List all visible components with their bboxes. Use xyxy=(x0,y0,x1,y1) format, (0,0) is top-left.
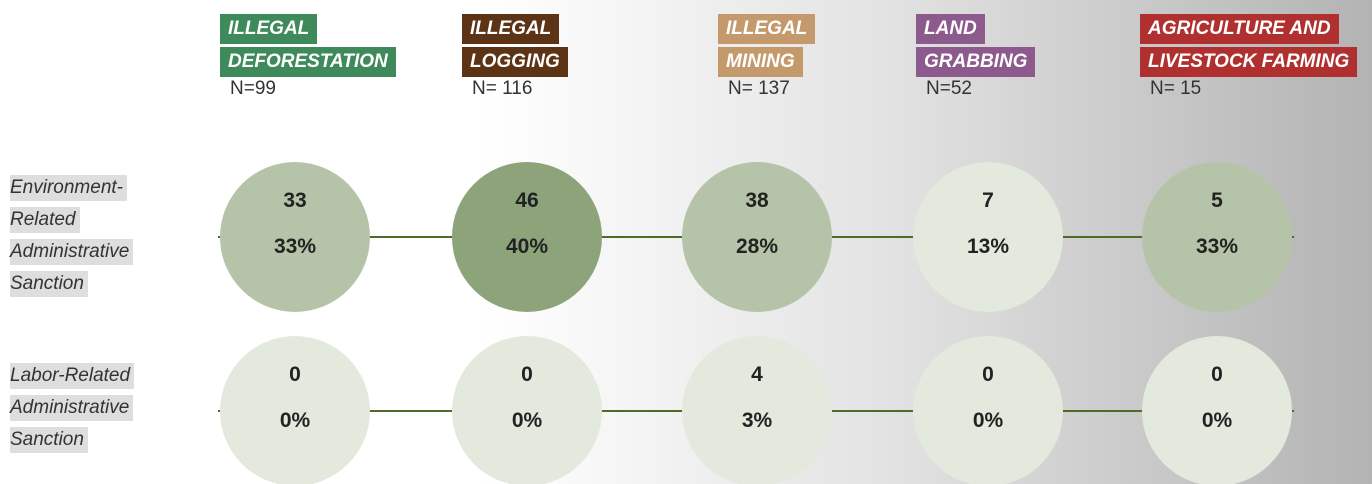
row-label: Administrative xyxy=(10,239,134,265)
cell-circle xyxy=(682,162,832,312)
cell-circle xyxy=(1142,336,1292,484)
cell-percent: 28% xyxy=(735,235,779,258)
cell-count: 5 xyxy=(1211,189,1223,212)
column-label: AGRICULTURE AND xyxy=(1140,14,1339,44)
column-n: N= 116 xyxy=(472,78,533,99)
cell-circle xyxy=(913,162,1063,312)
row-label: Administrative xyxy=(10,395,134,421)
cell-count: 0 xyxy=(521,363,533,386)
column-label: LOGGING xyxy=(462,47,568,77)
row-label: Environment- xyxy=(10,175,127,201)
cell-count: 4 xyxy=(751,363,763,386)
cell-percent: 33% xyxy=(1195,235,1239,258)
cell-circle xyxy=(220,162,370,312)
column-n: N=52 xyxy=(926,78,972,99)
column-n: N=99 xyxy=(230,78,276,99)
column-label: ILLEGAL xyxy=(718,14,816,44)
column-label: ILLEGAL xyxy=(220,14,318,44)
cell-percent: 3% xyxy=(741,409,773,432)
cell-percent: 0% xyxy=(1201,409,1233,432)
cell-circle xyxy=(913,336,1063,484)
cell-circle xyxy=(452,162,602,312)
cell-count: 0 xyxy=(982,363,994,386)
row-label: Sanction xyxy=(10,427,88,453)
cell-count: 0 xyxy=(1211,363,1223,386)
cell-count: 33 xyxy=(283,189,307,212)
row-label: Related xyxy=(10,207,80,233)
cell-percent: 0% xyxy=(511,409,543,432)
column-n: N= 15 xyxy=(1150,78,1202,99)
cell-percent: 40% xyxy=(505,235,549,258)
column-n: N= 137 xyxy=(728,78,790,99)
column-label: LIVESTOCK FARMING xyxy=(1140,47,1358,77)
cell-percent: 0% xyxy=(972,409,1004,432)
cell-circle xyxy=(682,336,832,484)
cell-count: 7 xyxy=(982,189,994,212)
cell-percent: 0% xyxy=(279,409,311,432)
cell-circle xyxy=(452,336,602,484)
column-label: ILLEGAL xyxy=(462,14,560,44)
cell-percent: 13% xyxy=(966,235,1010,258)
cell-count: 0 xyxy=(289,363,301,386)
cell-count: 46 xyxy=(515,189,539,212)
column-label: GRABBING xyxy=(916,47,1036,77)
cell-count: 38 xyxy=(745,189,769,212)
column-label: DEFORESTATION xyxy=(220,47,396,77)
cell-circle xyxy=(1142,162,1292,312)
row-label: Labor-Related xyxy=(10,363,135,389)
row-label: Sanction xyxy=(10,271,88,297)
cell-circle xyxy=(220,336,370,484)
column-label: LAND xyxy=(916,14,985,44)
cell-percent: 33% xyxy=(273,235,317,258)
column-label: MINING xyxy=(718,47,803,77)
